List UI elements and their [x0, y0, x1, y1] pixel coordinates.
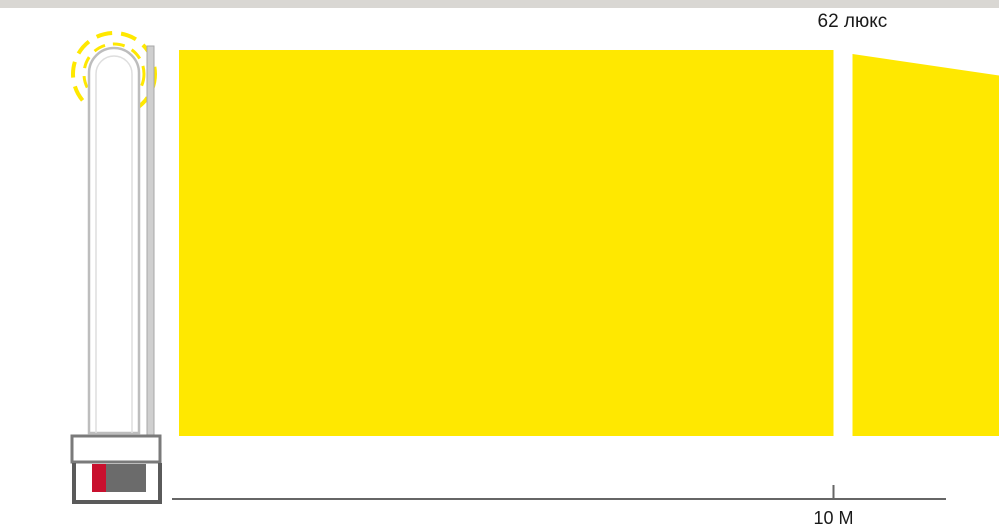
chart-frame: 62 люкс17,6 люкс8,2 люкс4,4 люкс2,9 люкс… — [0, 8, 999, 532]
segment-1 — [179, 50, 834, 436]
lamp-socket-icon — [72, 463, 162, 504]
lamp-tube-icon — [87, 46, 141, 435]
segment-2 — [852, 54, 999, 436]
ticks: 10 М20 М30 М40 М50 М — [813, 485, 854, 528]
lamp-rod-icon — [146, 45, 155, 437]
lamp-base-block-icon — [106, 464, 146, 492]
segment-label-1: 62 люкс — [818, 11, 888, 32]
illuminance-chart: 62 люкс17,6 люкс8,2 люкс4,4 люкс2,9 люкс… — [70, 11, 999, 528]
lamp-base-top-icon — [70, 434, 162, 464]
fluorescent-lamp-icon — [70, 31, 162, 504]
x-tick-label-1: 10 М — [813, 508, 853, 528]
lamp-base-accent-icon — [92, 464, 106, 492]
lamp-tube-inner-icon — [95, 55, 133, 433]
segments: 62 люкс17,6 люкс8,2 люкс4,4 люкс2,9 люкс — [179, 11, 999, 436]
